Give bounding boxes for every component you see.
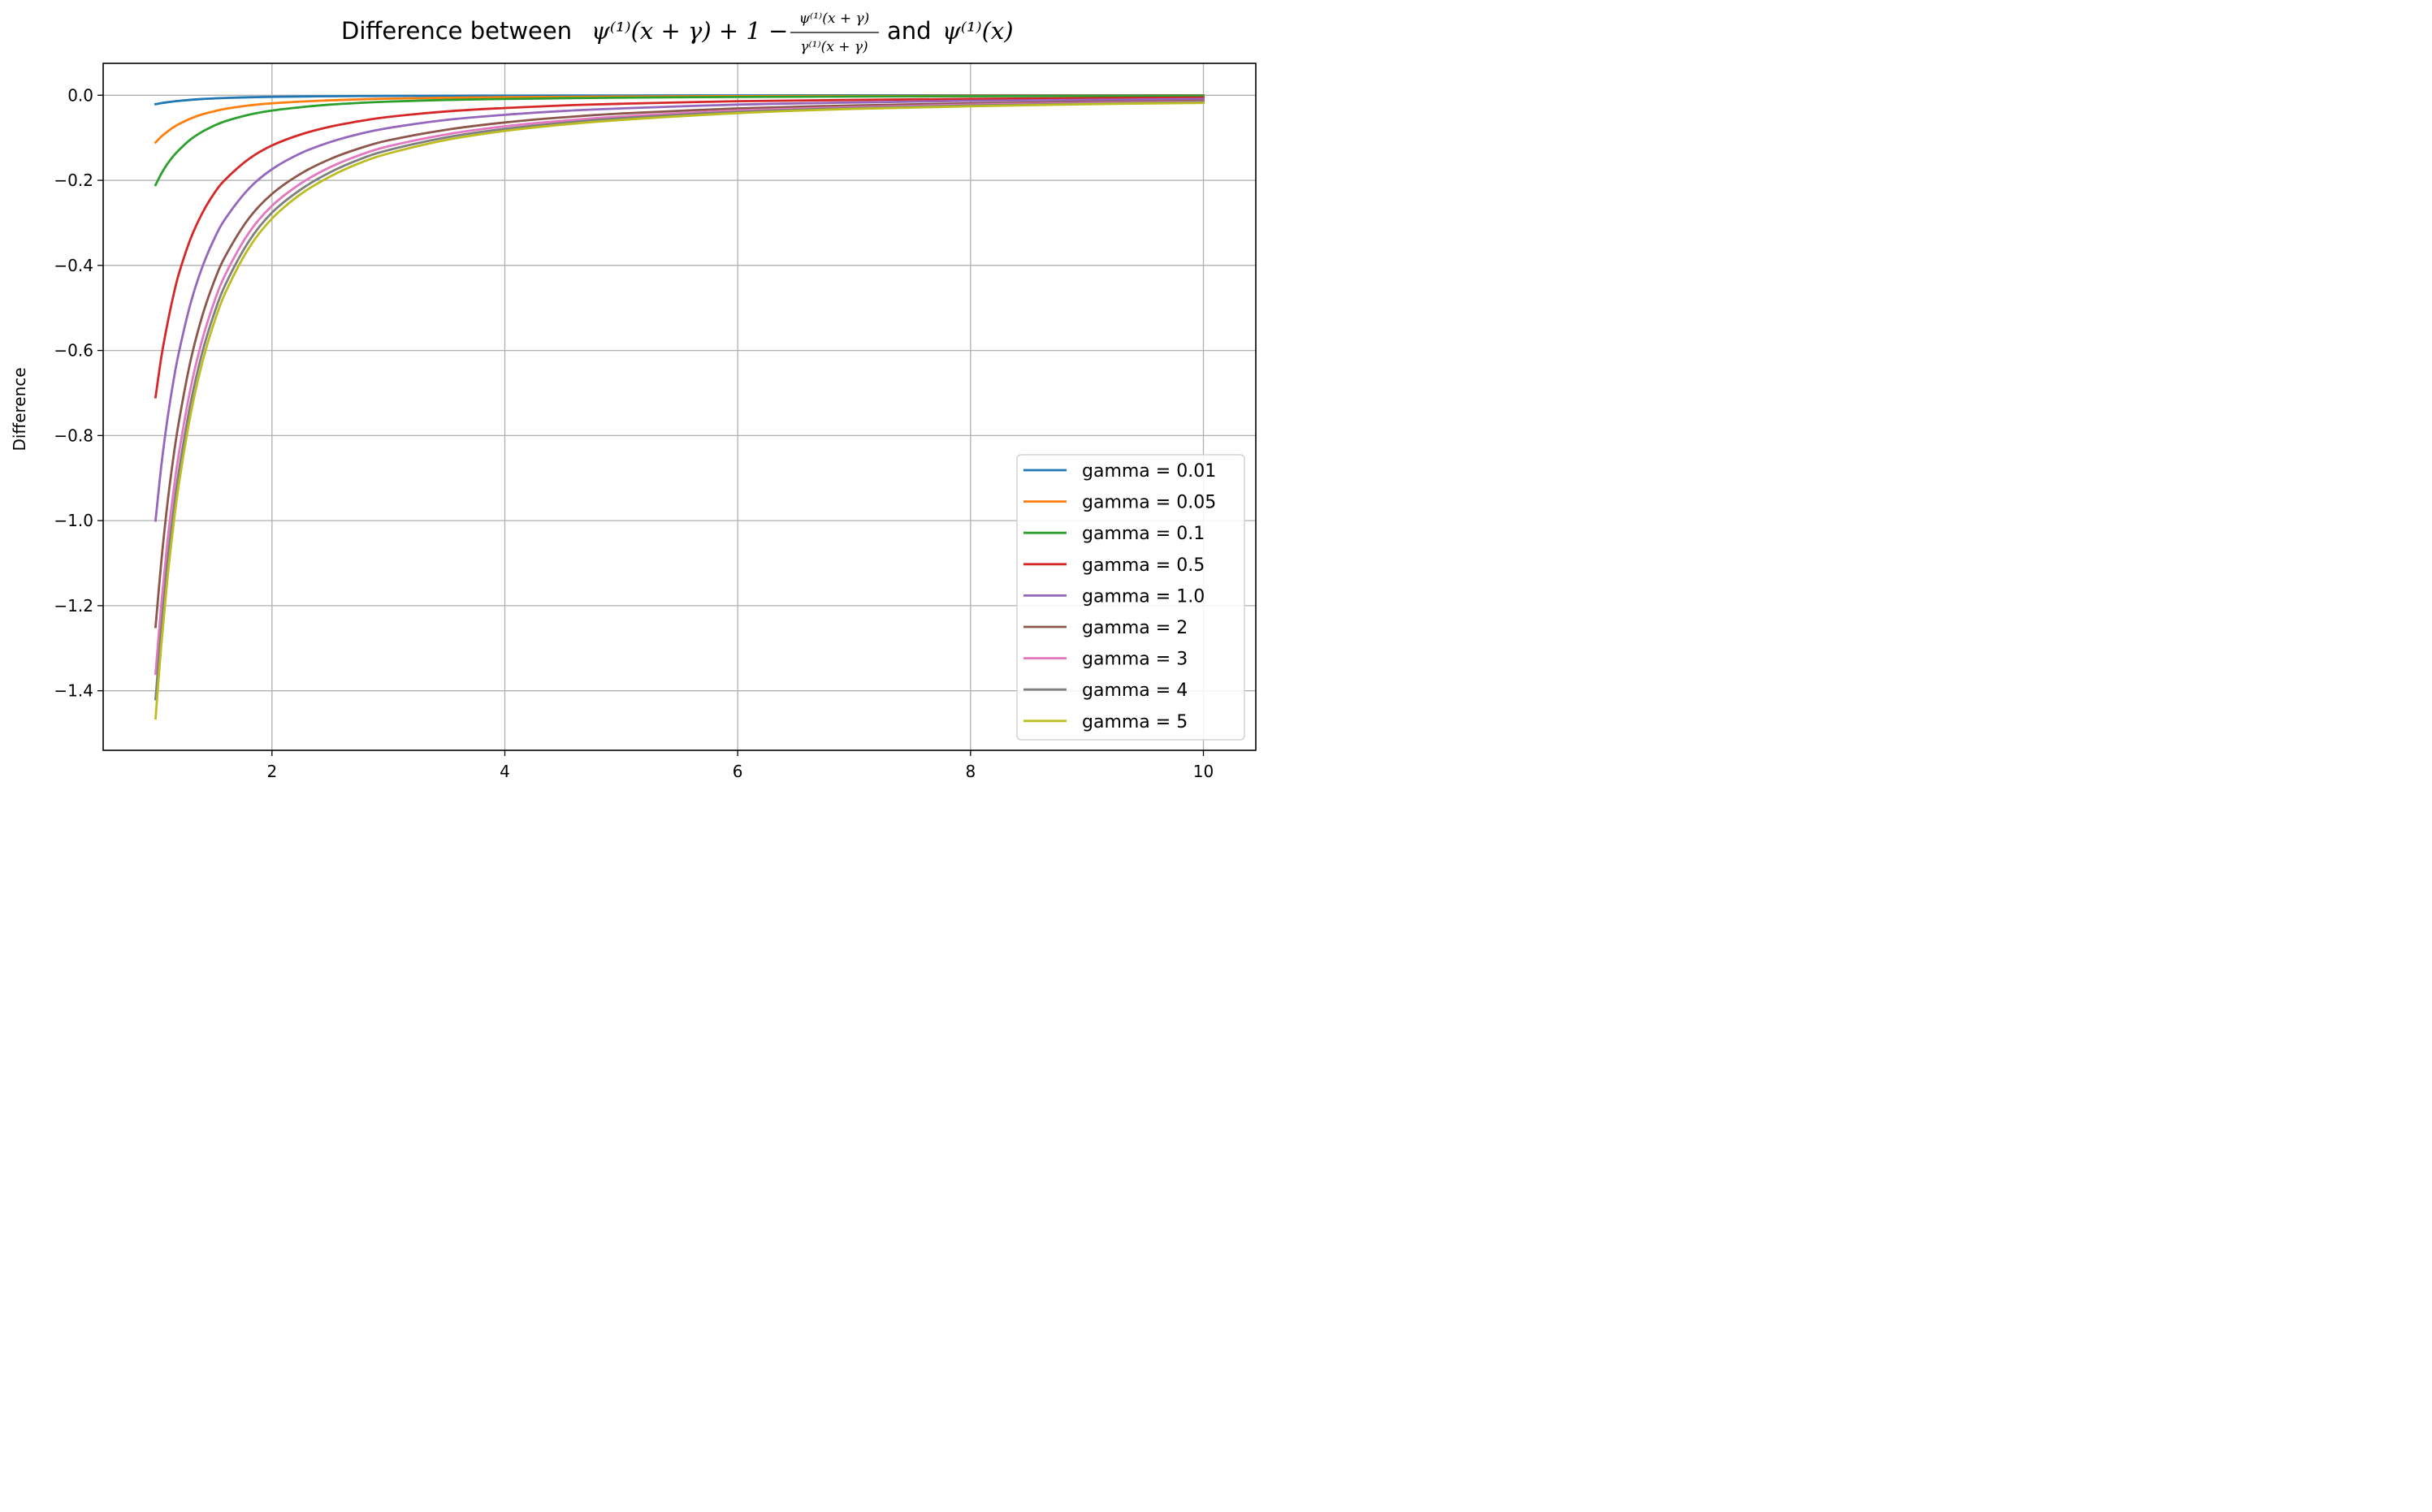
x-tick-label: 6 (733, 762, 743, 781)
title-lhs: ψ⁽¹⁾(x + γ) + 1 − (591, 17, 788, 45)
line-chart: Difference between ψ⁽¹⁾(x + γ) + 1 − ψ⁽¹… (10, 11, 1257, 781)
y-tick-label: −0.8 (54, 426, 93, 445)
legend-box (1016, 454, 1245, 741)
legend-label: gamma = 5 (1082, 712, 1188, 732)
y-tick-label: −0.6 (54, 341, 93, 361)
y-axis-ticks: 0.0 −0.2 −0.4 −0.6 −0.8 −1.0 −1.2 −1.4 (54, 85, 103, 701)
x-tick-label: 4 (500, 762, 510, 781)
series-line (154, 94, 1205, 187)
x-axis-ticks: 2 4 6 8 10 (266, 750, 1214, 781)
y-axis-label: Difference (10, 367, 29, 451)
legend-label: gamma = 2 (1082, 618, 1188, 638)
legend: gamma = 0.01 gamma = 0.05 gamma = 0.1 gamma… (1016, 454, 1245, 741)
series-line (154, 96, 1205, 399)
x-tick-label: 8 (965, 762, 976, 781)
series-line (154, 97, 1205, 522)
legend-label: gamma = 0.05 (1082, 493, 1216, 513)
y-tick-label: −1.0 (54, 511, 93, 530)
legend-label: gamma = 1.0 (1082, 586, 1205, 607)
x-tick-label: 2 (266, 762, 277, 781)
title-lead: Difference between (341, 17, 572, 45)
title-rhs: ψ⁽¹⁾(x) (942, 17, 1014, 45)
legend-label: gamma = 4 (1082, 680, 1188, 701)
y-tick-label: 0.0 (67, 85, 93, 105)
series-line (154, 102, 1205, 720)
title-mid: and (887, 17, 932, 45)
title-frac-denominator: γ⁽¹⁾(x + γ) (800, 39, 868, 55)
y-tick-label: −0.4 (54, 256, 93, 275)
y-tick-label: −1.2 (54, 596, 93, 616)
y-tick-label: −0.2 (54, 171, 93, 190)
chart-title: Difference between ψ⁽¹⁾(x + γ) + 1 − ψ⁽¹… (341, 11, 1014, 55)
title-frac-numerator: ψ⁽¹⁾(x + γ) (799, 11, 870, 27)
y-tick-label: −1.4 (54, 681, 93, 701)
legend-label: gamma = 0.1 (1082, 524, 1205, 544)
plot-frame (102, 63, 1257, 751)
x-tick-label: 10 (1193, 762, 1214, 781)
legend-label: gamma = 3 (1082, 650, 1188, 670)
legend-label: gamma = 0.01 (1082, 461, 1216, 482)
series-lines (154, 93, 1205, 720)
series-line (154, 99, 1205, 629)
legend-label: gamma = 0.5 (1082, 555, 1205, 576)
